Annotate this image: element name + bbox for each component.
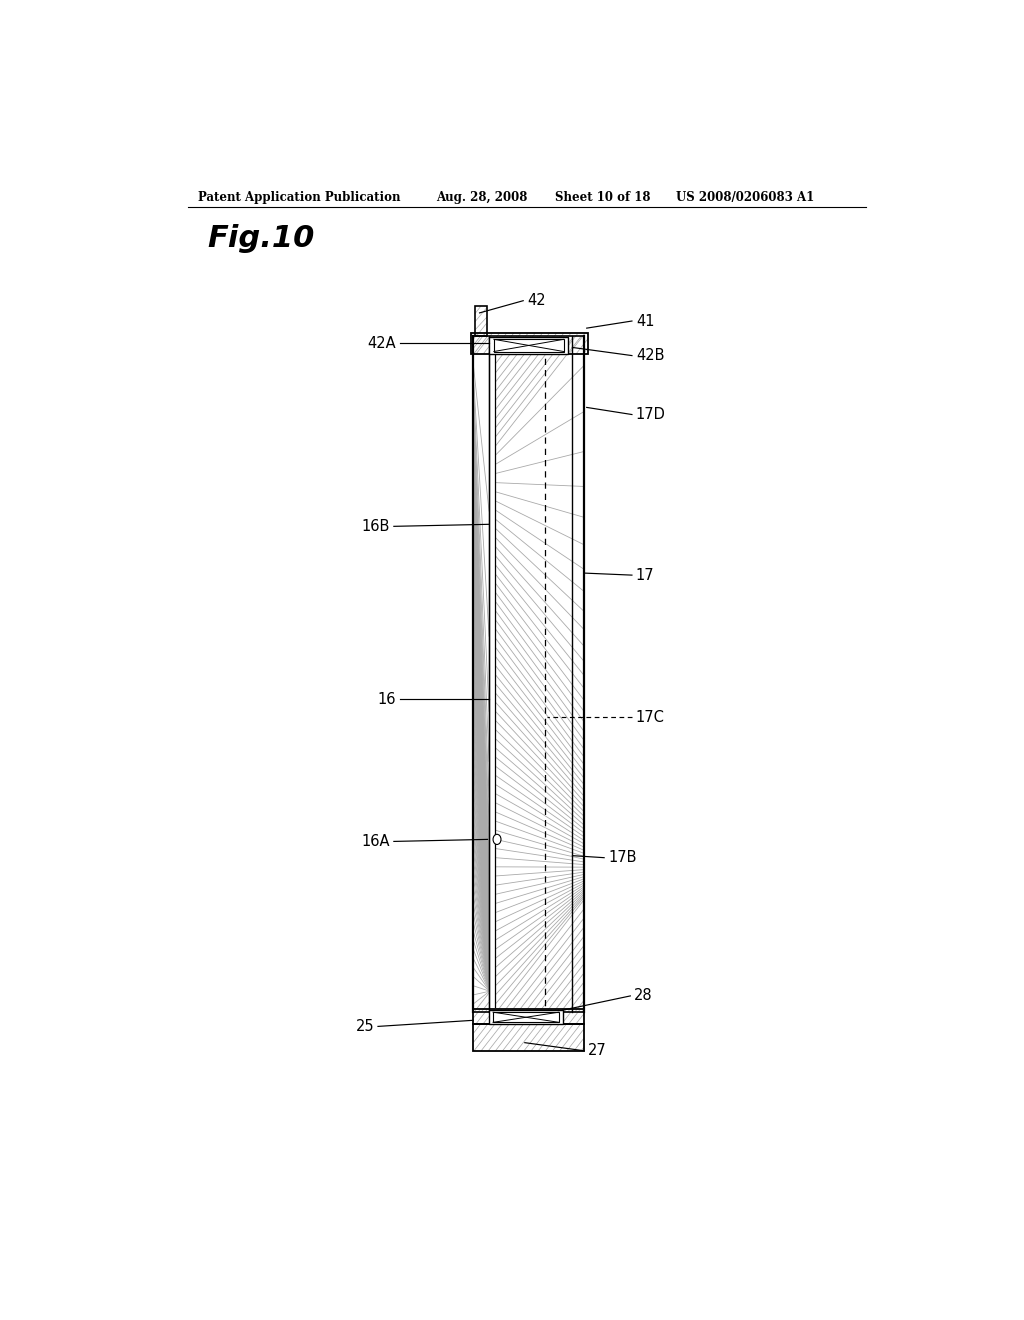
Text: Fig.10: Fig.10 (207, 224, 314, 253)
Text: 42A: 42A (368, 335, 396, 351)
Text: 16: 16 (378, 692, 396, 706)
Text: 27: 27 (588, 1043, 607, 1059)
Text: Aug. 28, 2008: Aug. 28, 2008 (436, 190, 527, 203)
Bar (494, 1012, 559, 1022)
Text: Patent Application Publication: Patent Application Publication (198, 190, 400, 203)
Text: 42: 42 (527, 293, 546, 308)
Bar (494, 339, 563, 351)
Bar (471, 333, 588, 354)
Text: 25: 25 (355, 1019, 374, 1034)
Text: 28: 28 (634, 989, 653, 1003)
Text: 16A: 16A (361, 834, 390, 849)
Text: US 2008/0206083 A1: US 2008/0206083 A1 (676, 190, 814, 203)
Text: Sheet 10 of 18: Sheet 10 of 18 (555, 190, 650, 203)
Text: 16B: 16B (361, 519, 390, 533)
Text: 42B: 42B (636, 348, 665, 363)
Bar (475, 306, 486, 337)
Circle shape (494, 834, 501, 845)
Bar (489, 1010, 563, 1024)
Text: 17B: 17B (608, 850, 637, 865)
Text: 41: 41 (636, 314, 654, 329)
Bar (473, 1008, 585, 1024)
Text: 17D: 17D (636, 407, 666, 422)
Text: 17: 17 (636, 568, 654, 582)
Text: 17C: 17C (636, 710, 665, 725)
Bar (473, 1024, 585, 1051)
Bar (489, 338, 568, 354)
